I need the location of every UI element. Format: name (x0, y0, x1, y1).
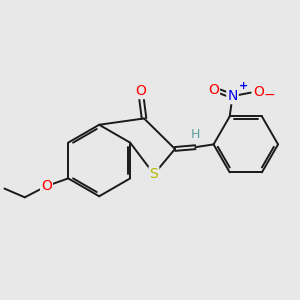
Text: O: O (41, 179, 52, 193)
Text: N: N (227, 89, 238, 103)
Text: −: − (263, 87, 275, 101)
Text: O: O (208, 83, 219, 97)
Text: O: O (135, 84, 146, 98)
Text: O: O (253, 85, 264, 99)
Text: H: H (191, 128, 200, 141)
Text: S: S (150, 167, 158, 181)
Text: +: + (238, 81, 247, 91)
